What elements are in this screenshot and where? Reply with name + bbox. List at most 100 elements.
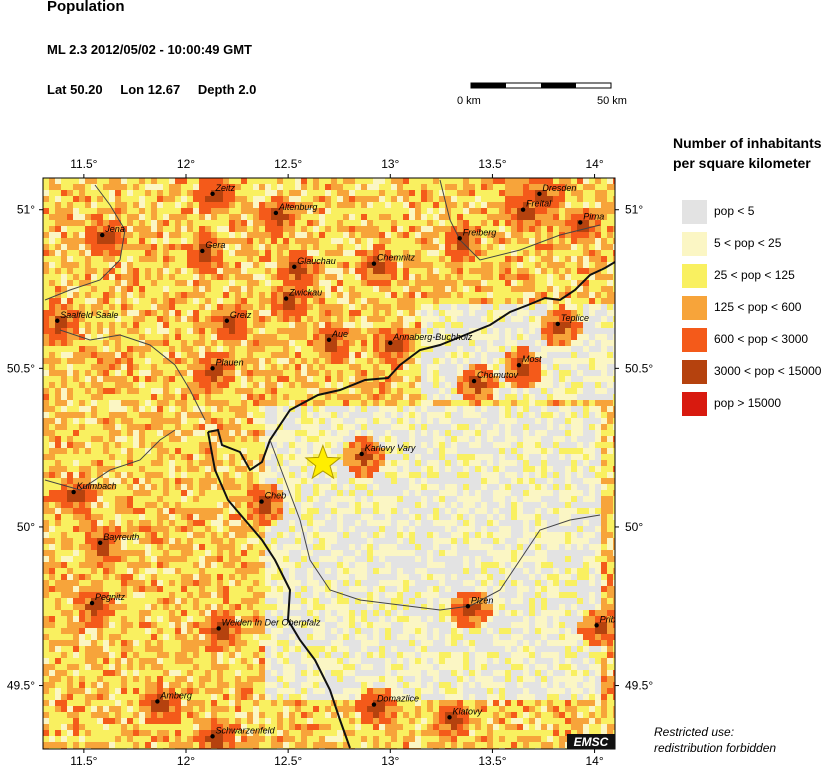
emsc-logo: EMSC — [574, 735, 609, 749]
city-label: Zeitz — [215, 183, 236, 193]
city-label: Plzen — [471, 595, 494, 605]
region-border — [269, 439, 601, 611]
event-info: ML 2.3 2012/05/02 - 10:00:49 GMT — [47, 42, 252, 57]
depth: Depth 2.0 — [197, 82, 257, 97]
legend-swatch — [682, 328, 707, 352]
city-label: Weiden In Der Oberpfalz — [222, 617, 321, 627]
city-marker — [371, 261, 377, 266]
legend-swatch — [682, 264, 707, 288]
lon-tick-label: 13.5° — [478, 754, 506, 768]
epicenter — [304, 444, 342, 480]
city-marker — [100, 232, 105, 238]
lat-tick-label: 50° — [625, 520, 643, 534]
legend-label: 3000 < pop < 15000 — [714, 364, 822, 378]
lon-tick-label: 14° — [585, 157, 603, 171]
city-label: Pegnitz — [95, 592, 126, 602]
region-border — [439, 179, 601, 261]
lon-tick-label: 12.5° — [274, 157, 302, 171]
legend-title-line1: Number of inhabitants — [673, 135, 822, 151]
city-label: Aue — [331, 329, 348, 339]
region-border — [44, 184, 126, 301]
city-label: Glauchau — [297, 256, 336, 266]
city-label: Chomutov — [477, 370, 519, 380]
borders — [44, 179, 615, 749]
population-raster — [43, 178, 615, 749]
city-marker — [457, 236, 462, 241]
usage-notice-line2: redistribution forbidden — [654, 741, 777, 755]
scale-right-label: 50 km — [597, 95, 627, 107]
city-label: Zwickau — [288, 288, 322, 298]
lat-tick-label: 50.5° — [7, 361, 35, 375]
city-label: Annaberg-Buchholz — [392, 332, 473, 342]
lat-tick-label: 49.5° — [7, 679, 35, 693]
city-marker — [555, 321, 560, 327]
usage-notice: Restricted use: redistribution forbidden — [654, 724, 776, 756]
city-marker — [388, 340, 393, 346]
city-label: Cheb — [265, 491, 287, 501]
legend-label: 125 < pop < 600 — [714, 300, 802, 314]
city-label: Bayreuth — [103, 532, 139, 542]
city-label: Teplice — [561, 313, 589, 323]
city-label: Plauen — [216, 357, 244, 367]
city-label: Most — [522, 354, 542, 364]
lon-tick-label: 13° — [381, 157, 399, 171]
city-marker — [259, 499, 264, 504]
city-label: Karlovy Vary — [365, 443, 416, 453]
city-marker — [55, 318, 60, 323]
city-marker — [210, 191, 215, 197]
lon-tick-label: 12.5° — [274, 754, 302, 768]
legend-title-line2: per square kilometer — [673, 155, 811, 171]
lon-tick-label: 11.5° — [70, 754, 97, 768]
lon-tick-label: 14° — [585, 754, 603, 768]
city-marker — [216, 626, 221, 631]
lon-tick-label: 12° — [177, 157, 195, 171]
city-marker — [520, 207, 526, 212]
lat-tick-label: 50.5° — [625, 361, 653, 375]
city-label: Klatovy — [453, 706, 483, 716]
city-marker — [210, 734, 215, 739]
watermark: EMSC — [567, 734, 615, 749]
city-label: Freiberg — [463, 227, 497, 237]
city-label: Altenburg — [278, 202, 318, 212]
city-label: Prib — [600, 614, 616, 624]
city-marker — [537, 191, 542, 197]
lat-tick-label: 50° — [17, 520, 35, 534]
city-marker — [224, 318, 230, 323]
city-label: Dresden — [542, 183, 576, 193]
legend-label: pop > 15000 — [714, 396, 782, 410]
city-marker — [471, 378, 477, 384]
legend-swatch — [682, 392, 707, 416]
legend-swatch — [682, 360, 707, 384]
city-label: Amberg — [159, 690, 192, 700]
city-label: Pirna — [583, 211, 604, 221]
lon-tick-label: 13.5° — [478, 157, 506, 171]
city-marker — [516, 362, 522, 368]
lon-tick-label: 12° — [177, 754, 195, 768]
city-marker — [326, 337, 332, 342]
lat-tick-label: 51° — [17, 203, 35, 217]
city-label: Chemnitz — [377, 253, 416, 263]
epicenter-star-icon — [304, 444, 342, 480]
map-title: Population — [47, 0, 125, 15]
city-marker — [359, 451, 364, 457]
longitude: Lon 12.67 — [120, 82, 181, 97]
city-marker — [465, 604, 471, 609]
usage-notice-line1: Restricted use: — [654, 725, 735, 739]
city-label: Kulmbach — [77, 481, 117, 491]
city-marker — [292, 264, 297, 270]
axis-ticks: 11.5° 11.5° 12° 12° 12.5° 12.5° 13° 13° 13.5° 13.… — [7, 157, 654, 768]
city-marker — [210, 366, 215, 371]
city-label: Jena — [104, 224, 125, 234]
city-label: Greiz — [230, 310, 252, 320]
city-label: Schwarzenfeld — [216, 725, 276, 735]
city-marker — [89, 600, 95, 606]
lat-tick-label: 51° — [625, 203, 643, 217]
event-coordinates: Lat 50.20 Lon 12.67 Depth 2.0 — [47, 82, 270, 97]
region-border — [59, 329, 206, 421]
city-marker — [283, 296, 289, 301]
region-border — [44, 429, 176, 491]
map-frame — [42, 177, 616, 750]
city-marker — [371, 702, 377, 707]
lat-tick-label: 49.5° — [625, 679, 653, 693]
city-marker — [273, 210, 279, 216]
